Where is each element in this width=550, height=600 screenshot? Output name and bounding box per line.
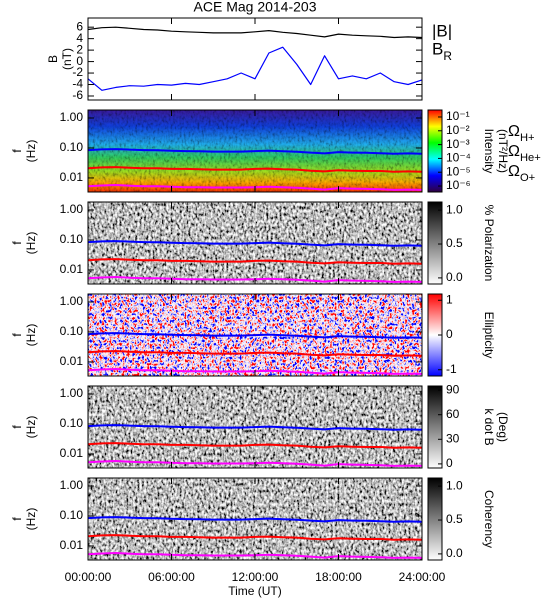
chart-title: ACE Mag 2014-203 <box>194 0 317 15</box>
colorbar-tick-label: 30 <box>446 431 460 445</box>
y-tick-label: 0.01 <box>60 354 84 368</box>
y-tick-label: 0 <box>76 54 83 68</box>
series-line <box>87 516 423 523</box>
y-tick-label: 1.00 <box>60 202 84 216</box>
colorbar-tick-label: 10⁻² <box>446 123 470 137</box>
colorbar <box>427 201 443 285</box>
y-tick-label: 0.10 <box>60 140 84 154</box>
series-line <box>87 240 423 247</box>
y-axis-label: f <box>10 333 24 337</box>
series-line <box>87 442 423 449</box>
y-tick-label: -6 <box>72 88 83 102</box>
y-tick-label: 0.10 <box>60 416 84 430</box>
colorbar-tick-label: 60 <box>446 407 460 421</box>
y-axis-label: (Hz) <box>24 508 38 531</box>
y-axis-label: (nT) <box>60 48 74 70</box>
series-line <box>87 26 423 39</box>
colorbar <box>427 385 443 469</box>
x-tick-label: 18:00:00 <box>315 570 362 584</box>
colorbar-tick-label: 10⁻⁵ <box>446 164 471 178</box>
colorbar-tick-label: 0.5 <box>446 512 463 526</box>
y-tick-label: -4 <box>72 77 83 91</box>
y-axis-label: f <box>10 425 24 429</box>
x-axis-label: Time (UT) <box>228 584 282 598</box>
y-tick-label: 0.10 <box>60 232 84 246</box>
series-line <box>87 424 423 431</box>
y-tick-label: 1.00 <box>60 294 84 308</box>
colorbar-tick-label: 1.0 <box>446 478 463 492</box>
colorbar-tick-label: 1 <box>446 292 453 306</box>
series-line <box>87 258 423 265</box>
colorbar-tick-label: -1 <box>446 362 457 376</box>
legend-label: BR <box>432 39 452 63</box>
y-tick-label: 0.10 <box>60 508 84 522</box>
plot-frame <box>87 17 423 101</box>
series-line <box>87 148 423 155</box>
x-tick-label: 24:00:00 <box>399 570 446 584</box>
colorbar-tick-label: 90 <box>446 382 460 396</box>
colorbar-tick-label: 0.0 <box>446 270 463 284</box>
colorbar-label: (nT²/Hz) <box>496 129 510 173</box>
y-axis-label: (Hz) <box>24 232 38 255</box>
series-line <box>87 166 423 173</box>
colorbar-label: (Deg) <box>496 412 510 442</box>
colorbar <box>427 109 443 193</box>
x-tick-label: 12:00:00 <box>232 570 279 584</box>
y-tick-label: 1.00 <box>60 110 84 124</box>
colorbar-tick-label: 0 <box>446 456 453 470</box>
colorbar-label: Intensity <box>482 129 496 174</box>
y-tick-label: 6 <box>76 19 83 33</box>
series-line <box>87 46 423 91</box>
series-line <box>87 534 423 541</box>
series-line <box>87 350 423 357</box>
y-tick-label: 1.00 <box>60 478 84 492</box>
y-tick-label: 4 <box>76 31 83 45</box>
legend-label: ΩHe+ <box>508 143 541 164</box>
y-tick-label: -2 <box>72 65 83 79</box>
colorbar-tick-label: 10⁻⁶ <box>446 178 471 192</box>
colorbar-tick-label: 10⁻³ <box>446 137 470 151</box>
legend-label: ΩO+ <box>508 163 535 184</box>
x-tick-label: 00:00:00 <box>65 570 112 584</box>
y-axis-label: f <box>10 517 24 521</box>
colorbar-label: Ellipticity <box>482 312 496 359</box>
legend-label: |B| <box>432 21 452 40</box>
y-tick-label: 0.01 <box>60 446 84 460</box>
colorbar-label: Coherency <box>482 490 496 548</box>
y-tick-label: 0.01 <box>60 538 84 552</box>
y-axis-label: f <box>10 149 24 153</box>
y-axis-label: B <box>46 55 60 63</box>
y-axis-label: (Hz) <box>24 324 38 347</box>
colorbar-tick-label: 0 <box>446 327 453 341</box>
y-axis-label: (Hz) <box>24 140 38 163</box>
x-tick-label: 06:00:00 <box>148 570 195 584</box>
y-tick-label: 0.01 <box>60 262 84 276</box>
y-tick-label: 1.00 <box>60 386 84 400</box>
colorbar-tick-label: 0.5 <box>446 236 463 250</box>
colorbar-label: k dot B <box>482 408 496 445</box>
colorbar-tick-label: 10⁻⁴ <box>446 151 471 165</box>
y-axis-label: (Hz) <box>24 416 38 439</box>
colorbar-tick-label: 0.0 <box>446 546 463 560</box>
y-tick-label: 0.01 <box>60 170 84 184</box>
colorbar-tick-label: 10⁻¹ <box>446 109 470 123</box>
colorbar <box>427 477 443 561</box>
legend-label: ΩH+ <box>508 123 535 144</box>
colorbar-tick-label: 1.0 <box>446 202 463 216</box>
y-tick-label: 2 <box>76 42 83 56</box>
y-tick-label: 0.10 <box>60 324 84 338</box>
series-line <box>87 332 423 339</box>
colorbar-label: % Polarization <box>482 205 496 282</box>
y-axis-label: f <box>10 241 24 245</box>
